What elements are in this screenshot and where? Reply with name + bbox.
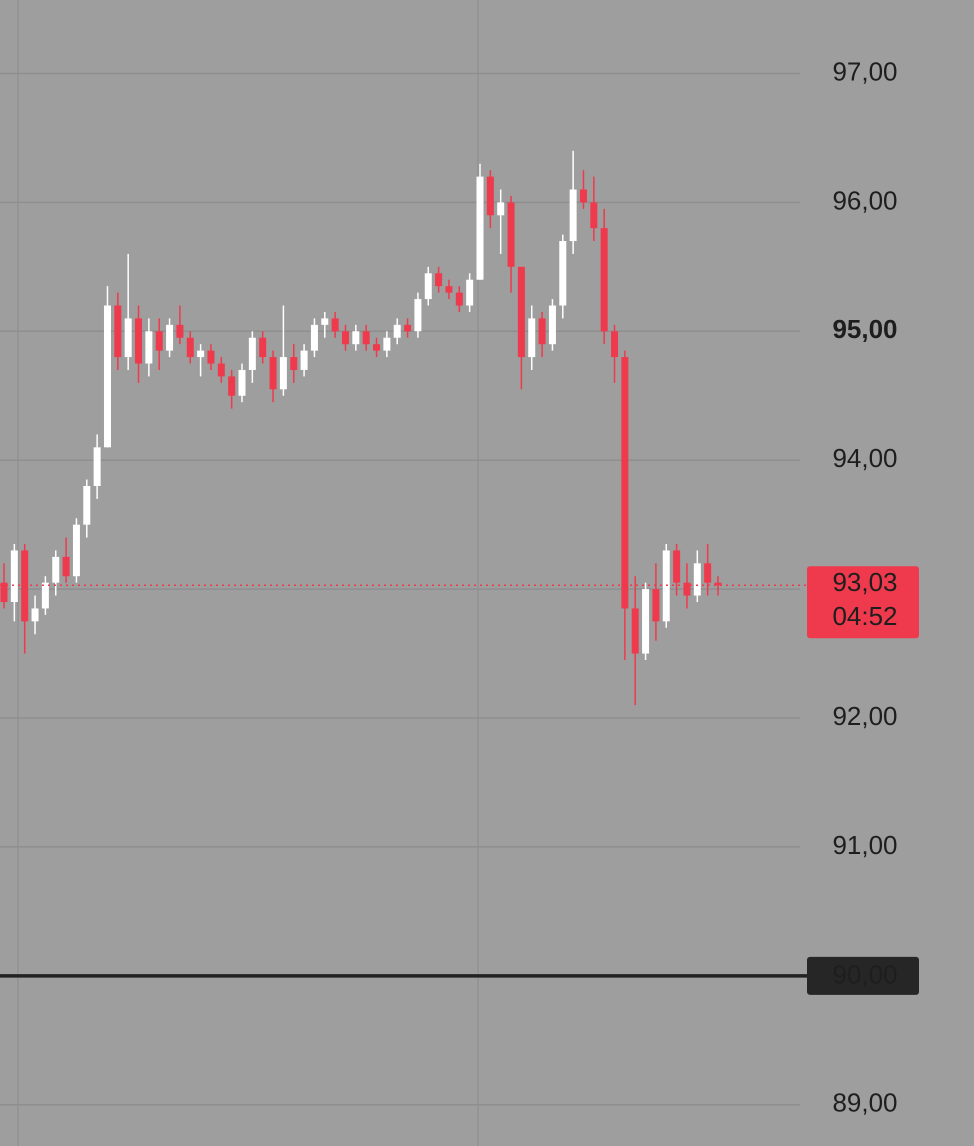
- candle-body: [486, 176, 494, 216]
- candle-body: [186, 337, 194, 358]
- candle-body: [290, 357, 298, 370]
- candle-body: [62, 556, 70, 577]
- candle-body: [393, 324, 401, 338]
- candle-body: [135, 318, 143, 364]
- y-tick-label: 96,00: [832, 185, 897, 215]
- candle-body: [414, 299, 422, 332]
- candle-body: [455, 292, 463, 306]
- candle-body: [176, 324, 184, 338]
- candle-body: [72, 524, 80, 577]
- candle-body: [103, 305, 111, 448]
- candle-body: [124, 318, 132, 358]
- candle-body: [331, 318, 339, 332]
- candle-body: [155, 331, 163, 351]
- candle-body: [611, 331, 619, 358]
- candle-body: [145, 331, 153, 364]
- y-tick-label: 91,00: [832, 830, 897, 860]
- y-tick-label: 94,00: [832, 443, 897, 473]
- candle-body: [404, 324, 412, 332]
- candle-body: [673, 550, 681, 583]
- candle-body: [466, 279, 474, 306]
- candle-body: [621, 357, 629, 609]
- candle-body: [693, 563, 701, 596]
- candle-body: [652, 589, 660, 622]
- candle-body: [600, 228, 608, 332]
- last-price-label: 93,03: [832, 567, 897, 597]
- candle-body: [310, 324, 318, 351]
- candle-body: [52, 556, 60, 583]
- y-tick-label: 89,00: [832, 1088, 897, 1118]
- candle-body: [497, 202, 505, 216]
- candle-body: [341, 331, 349, 345]
- candle-body: [445, 286, 453, 293]
- candle-body: [83, 485, 91, 525]
- candle-body: [704, 563, 712, 583]
- candle-body: [714, 582, 722, 586]
- candle-body: [476, 176, 484, 280]
- candle-body: [559, 241, 567, 306]
- candle-body: [517, 266, 525, 358]
- candle-body: [373, 344, 381, 351]
- candle-body: [642, 589, 650, 654]
- y-tick-label: 92,00: [832, 701, 897, 731]
- candle-body: [507, 202, 515, 267]
- candle-body: [228, 376, 236, 396]
- candle-body: [321, 318, 329, 325]
- candle-body: [528, 318, 536, 358]
- candle-body: [41, 582, 49, 609]
- candle-body: [683, 582, 691, 596]
- candle-body: [114, 305, 122, 358]
- y-tick-label: 97,00: [832, 56, 897, 86]
- y-tick-label: 95,00: [832, 314, 897, 344]
- candle-body: [352, 331, 360, 345]
- candle-body: [590, 202, 598, 229]
- candle-body: [166, 324, 174, 351]
- candle-body: [279, 357, 287, 390]
- candle-body: [0, 582, 8, 603]
- candle-body: [435, 273, 443, 287]
- candle-body: [197, 350, 205, 358]
- candle-body: [569, 189, 577, 242]
- countdown-label: 04:52: [832, 601, 897, 631]
- candle-body: [548, 305, 556, 345]
- candle-body: [248, 337, 256, 370]
- candle-body: [207, 350, 215, 364]
- candle-body: [424, 273, 432, 300]
- alert-label: 90,00: [832, 960, 897, 990]
- alert-label-box: [807, 956, 919, 995]
- candle-body: [269, 357, 277, 390]
- candle-body: [538, 318, 546, 345]
- candle-body: [300, 350, 308, 370]
- candle-body: [259, 337, 267, 358]
- candle-body: [31, 608, 39, 622]
- last-price-box: [807, 566, 919, 639]
- candle-body: [631, 608, 639, 654]
- candle-body: [10, 550, 18, 603]
- candle-body: [217, 363, 225, 377]
- candle-body: [579, 189, 587, 203]
- candle-body: [383, 337, 391, 351]
- candle-body: [238, 369, 246, 396]
- candle-body: [93, 447, 101, 486]
- candle-body: [362, 331, 370, 345]
